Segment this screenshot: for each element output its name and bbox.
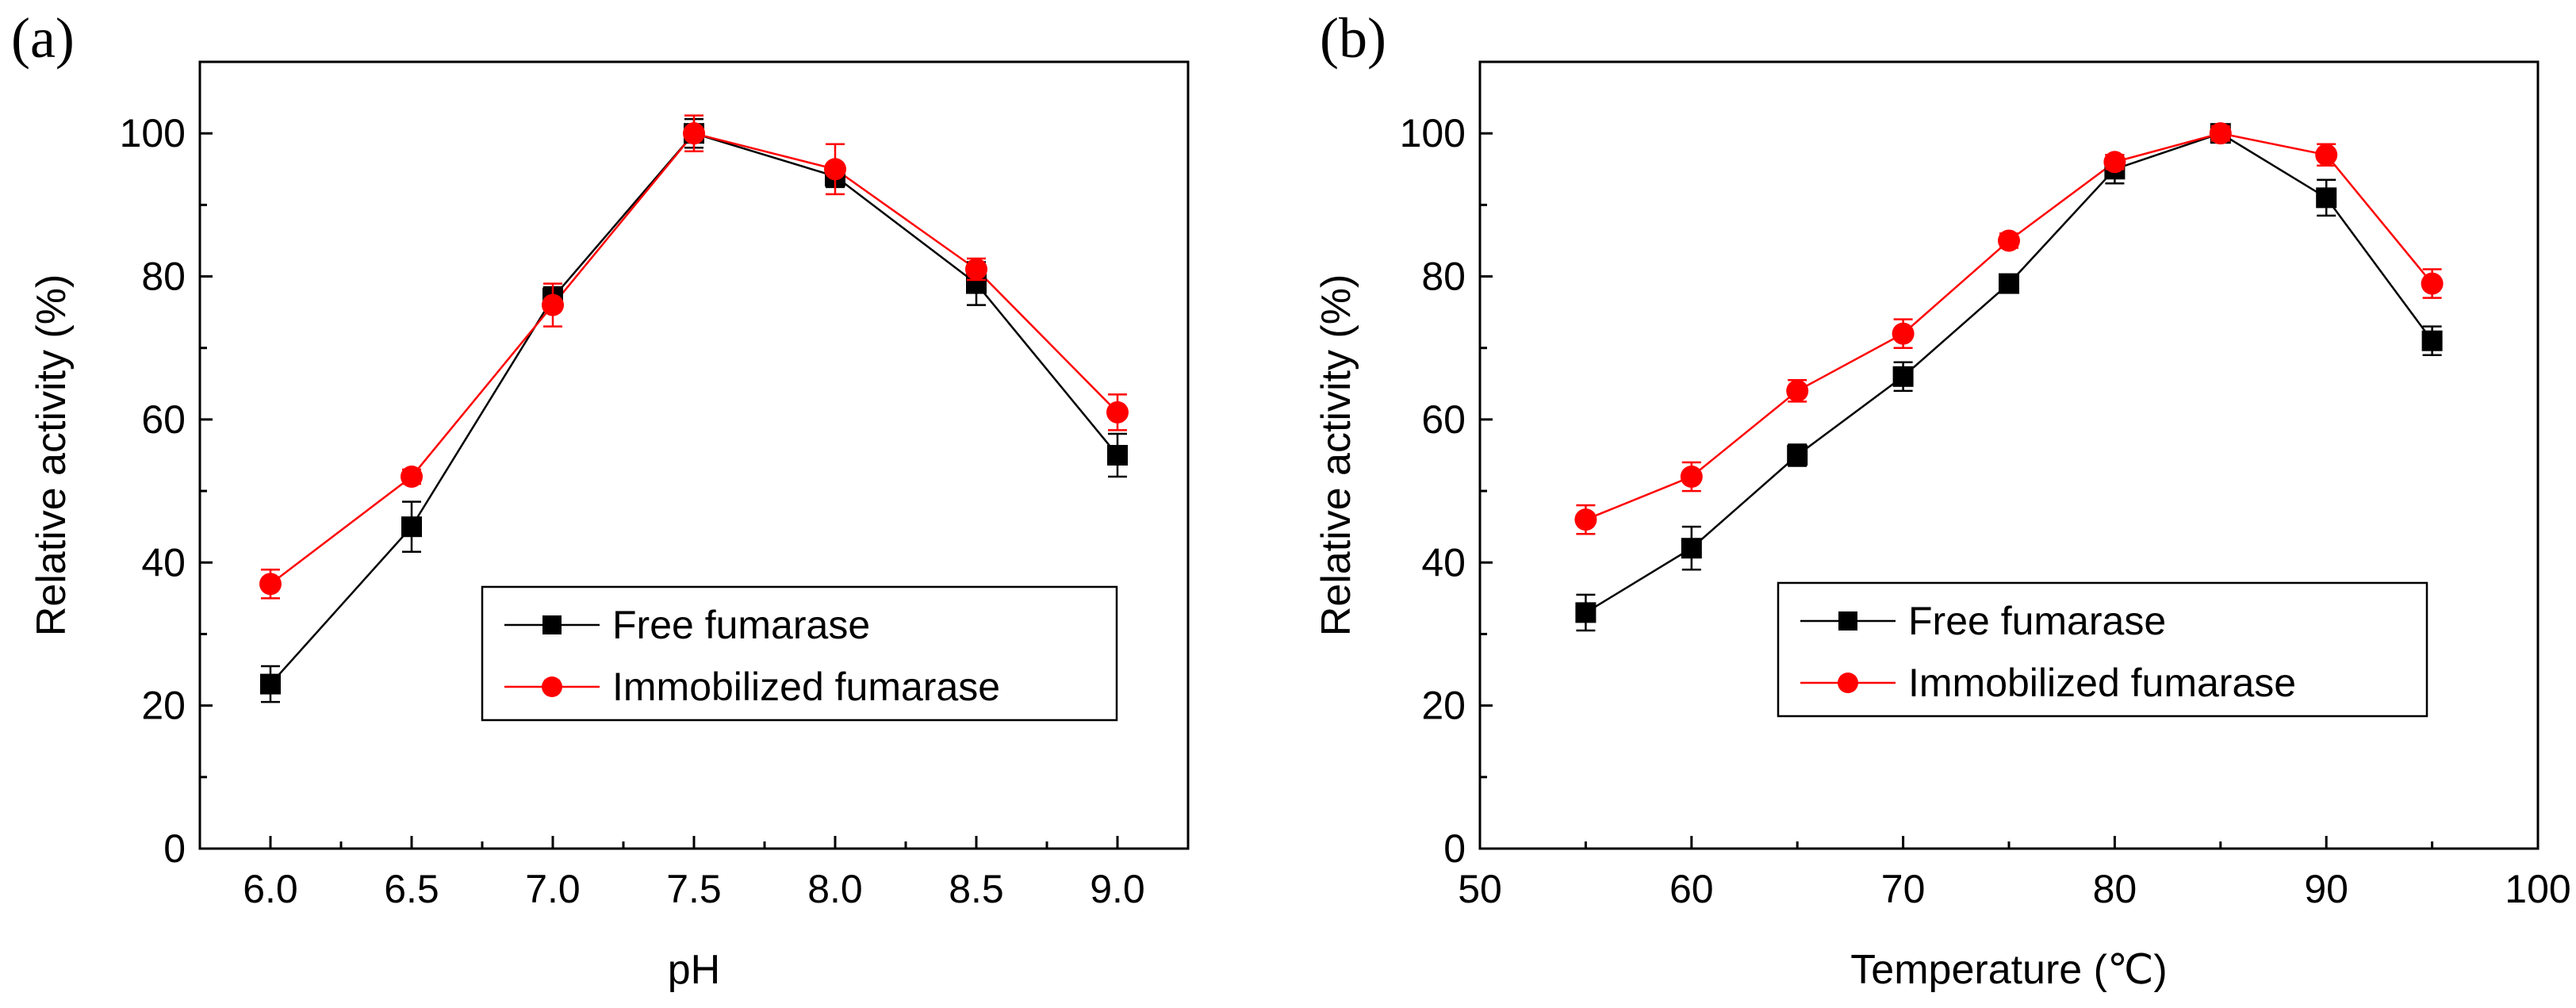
data-point-immobilized [1892,322,1915,345]
series-line-immobilized [1585,132,2433,521]
x-tick-label: 80 [2093,867,2137,911]
data-point-free [2421,330,2443,351]
series-line-immobilized [270,132,1118,585]
legend-label-free: Free fumarase [1908,599,2166,643]
legend-marker-immobilized [1838,673,1858,693]
y-axis-label: Relative activity (%) [29,274,75,637]
data-point-free [2316,187,2337,209]
y-tick-label: 40 [1421,540,1466,584]
x-tick-label: 50 [1458,867,1502,911]
x-tick-label: 8.0 [807,867,863,911]
y-axis-label: Relative activity (%) [1313,274,1359,637]
x-tick-label: 6.5 [384,867,439,911]
x-tick-label: 60 [1669,867,1714,911]
x-tick-label: 9.0 [1090,867,1145,911]
chart-panel-b: (b) 50 60 70 80 90 100 0 20 40 60 80 100 Temperature … [1313,6,2571,993]
data-point-immobilized [965,258,987,281]
panel-label: (b) [1320,6,1386,70]
x-tick-label: 70 [1881,867,1926,911]
x-tick-label: 8.5 [949,867,1004,911]
data-point-immobilized [683,122,705,145]
data-point-immobilized [1998,229,2020,252]
y-tick-label: 20 [141,684,186,728]
data-point-immobilized [2421,272,2444,295]
legend-marker-free [1838,611,1857,630]
y-tick-label: 0 [1443,826,1466,871]
data-point-free [1107,445,1128,466]
y-tick-label: 40 [141,540,186,584]
x-tick-label: 6.0 [243,867,298,911]
y-tick-label: 60 [141,397,186,442]
y-tick-label: 20 [1421,684,1466,728]
data-point-immobilized [824,158,846,181]
plot-frame [1478,60,2540,850]
data-point-free [401,516,422,538]
legend-marker-free [542,615,562,634]
x-tick-label: 7.5 [666,867,722,911]
legend-label-immobilized: Immobilized fumarase [612,665,1000,709]
y-tick-label: 80 [141,255,186,299]
legend-label-immobilized: Immobilized fumarase [1908,661,2296,705]
series-line-free [1585,132,2433,614]
legend-box [1777,581,2428,718]
data-point-immobilized [2209,122,2232,145]
data-point-free [1575,602,1597,623]
data-point-immobilized [401,466,423,489]
data-point-free [1892,366,1914,387]
y-tick-label: 60 [1421,397,1466,442]
legend-box [481,585,1118,722]
legend-marker-immobilized [542,676,562,697]
data-point-immobilized [1680,466,1703,489]
x-axis-label: pH [668,947,720,993]
data-point-immobilized [1574,508,1597,531]
x-tick-label: 90 [2304,867,2348,911]
x-tick-label: 100 [2505,867,2570,911]
chart-panel-a: (a) 6.0 6.5 7.0 7.5 8.0 8.5 9.0 0 20 40 60 80 100 pH Re… [11,6,1190,993]
legend-label-free: Free fumarase [612,603,870,647]
data-point-immobilized [2103,151,2126,174]
data-point-free [260,673,281,695]
plot-frame [198,60,1190,850]
y-tick-label: 100 [120,111,186,155]
data-point-free [1681,538,1702,559]
y-tick-label: 80 [1421,255,1466,299]
data-point-immobilized [542,293,564,316]
x-axis-label: Temperature (℃) [1850,947,2167,993]
data-point-immobilized [259,573,282,596]
data-point-immobilized [2315,144,2338,167]
data-point-immobilized [1106,401,1129,424]
data-point-free [1787,445,1808,466]
y-tick-label: 0 [163,826,186,871]
y-tick-label: 100 [1400,111,1466,155]
data-point-immobilized [1786,379,1809,402]
panel-label: (a) [11,6,75,70]
data-point-free [1999,273,2019,294]
x-tick-label: 7.0 [525,867,581,911]
